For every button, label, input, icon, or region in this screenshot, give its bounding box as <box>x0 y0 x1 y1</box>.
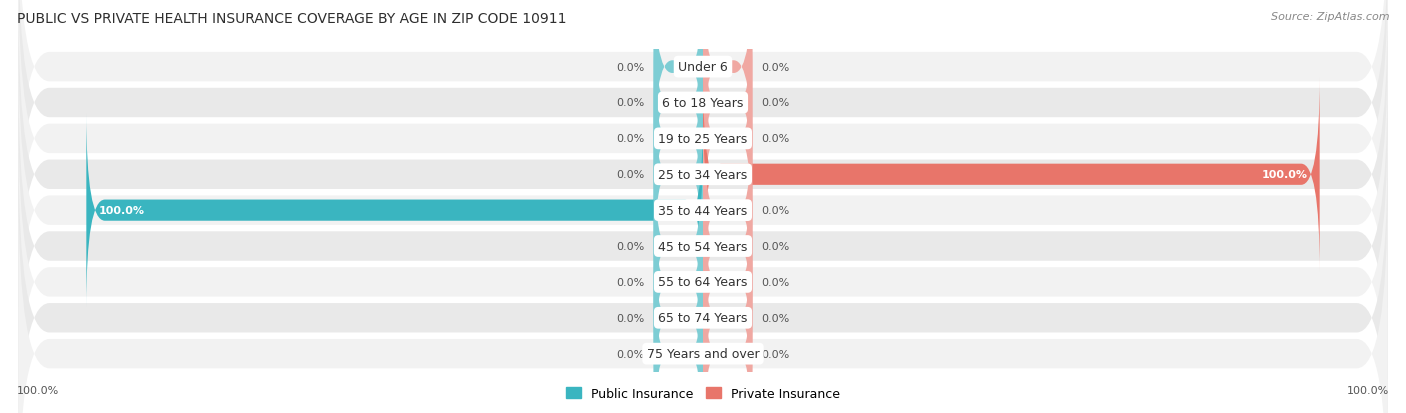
FancyBboxPatch shape <box>703 217 752 413</box>
FancyBboxPatch shape <box>703 109 752 312</box>
FancyBboxPatch shape <box>703 0 752 169</box>
Text: 0.0%: 0.0% <box>616 170 644 180</box>
FancyBboxPatch shape <box>703 253 752 413</box>
FancyBboxPatch shape <box>18 82 1388 411</box>
Text: 25 to 34 Years: 25 to 34 Years <box>658 169 748 181</box>
FancyBboxPatch shape <box>18 154 1388 413</box>
FancyBboxPatch shape <box>18 118 1388 413</box>
Text: 0.0%: 0.0% <box>616 134 644 144</box>
Text: PUBLIC VS PRIVATE HEALTH INSURANCE COVERAGE BY AGE IN ZIP CODE 10911: PUBLIC VS PRIVATE HEALTH INSURANCE COVER… <box>17 12 567 26</box>
Text: 0.0%: 0.0% <box>762 206 790 216</box>
FancyBboxPatch shape <box>18 11 1388 339</box>
Text: Under 6: Under 6 <box>678 61 728 74</box>
Text: 0.0%: 0.0% <box>762 62 790 72</box>
FancyBboxPatch shape <box>18 0 1388 232</box>
FancyBboxPatch shape <box>18 190 1388 413</box>
Text: 65 to 74 Years: 65 to 74 Years <box>658 311 748 325</box>
Text: 0.0%: 0.0% <box>762 242 790 252</box>
FancyBboxPatch shape <box>654 217 703 413</box>
Text: Source: ZipAtlas.com: Source: ZipAtlas.com <box>1271 12 1389 22</box>
Text: 0.0%: 0.0% <box>616 313 644 323</box>
Text: 35 to 44 Years: 35 to 44 Years <box>658 204 748 217</box>
Text: 0.0%: 0.0% <box>762 349 790 359</box>
FancyBboxPatch shape <box>703 2 752 204</box>
Text: 0.0%: 0.0% <box>762 134 790 144</box>
Text: 19 to 25 Years: 19 to 25 Years <box>658 133 748 145</box>
FancyBboxPatch shape <box>654 253 703 413</box>
FancyBboxPatch shape <box>703 78 1320 272</box>
Text: 75 Years and over: 75 Years and over <box>647 347 759 360</box>
FancyBboxPatch shape <box>654 181 703 383</box>
FancyBboxPatch shape <box>18 0 1388 268</box>
Text: 0.0%: 0.0% <box>616 349 644 359</box>
Text: 0.0%: 0.0% <box>616 277 644 287</box>
Text: 45 to 54 Years: 45 to 54 Years <box>658 240 748 253</box>
FancyBboxPatch shape <box>86 114 703 307</box>
Text: 0.0%: 0.0% <box>616 98 644 108</box>
Text: 0.0%: 0.0% <box>762 98 790 108</box>
Text: 100.0%: 100.0% <box>98 206 145 216</box>
Legend: Public Insurance, Private Insurance: Public Insurance, Private Insurance <box>561 382 845 405</box>
Text: 100.0%: 100.0% <box>1261 170 1308 180</box>
Text: 0.0%: 0.0% <box>616 62 644 72</box>
FancyBboxPatch shape <box>654 38 703 240</box>
Text: 0.0%: 0.0% <box>762 313 790 323</box>
FancyBboxPatch shape <box>654 145 703 347</box>
Text: 0.0%: 0.0% <box>616 242 644 252</box>
FancyBboxPatch shape <box>18 0 1388 303</box>
FancyBboxPatch shape <box>703 145 752 347</box>
Text: 100.0%: 100.0% <box>17 385 59 395</box>
FancyBboxPatch shape <box>654 0 703 169</box>
FancyBboxPatch shape <box>703 38 752 240</box>
Text: 6 to 18 Years: 6 to 18 Years <box>662 97 744 110</box>
FancyBboxPatch shape <box>703 181 752 383</box>
FancyBboxPatch shape <box>654 74 703 276</box>
FancyBboxPatch shape <box>654 2 703 204</box>
Text: 55 to 64 Years: 55 to 64 Years <box>658 276 748 289</box>
FancyBboxPatch shape <box>18 46 1388 375</box>
Text: 0.0%: 0.0% <box>762 277 790 287</box>
Text: 100.0%: 100.0% <box>1347 385 1389 395</box>
